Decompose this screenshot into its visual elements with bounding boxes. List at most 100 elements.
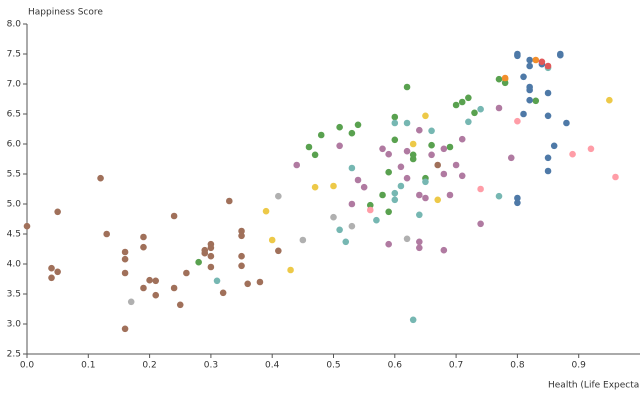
point [244, 280, 251, 288]
point [23, 222, 31, 230]
point [385, 240, 392, 248]
point [348, 129, 356, 137]
point [403, 83, 411, 91]
point [48, 264, 55, 272]
y-tick-label: 5.5 [7, 170, 21, 180]
point [606, 96, 613, 104]
point [458, 172, 466, 180]
point [563, 119, 570, 127]
point [446, 143, 454, 151]
point [183, 269, 190, 277]
point [268, 236, 276, 244]
point [446, 191, 454, 199]
y-tick-label: 4.5 [7, 230, 21, 240]
point [287, 266, 294, 274]
point [409, 151, 417, 159]
point [354, 176, 362, 184]
point [458, 98, 466, 106]
point [465, 94, 472, 102]
point [397, 163, 405, 171]
point [477, 105, 484, 113]
point [397, 182, 405, 190]
point [213, 277, 221, 285]
point [532, 97, 540, 105]
point [121, 248, 129, 256]
point [477, 220, 484, 228]
point [544, 112, 552, 120]
point [152, 277, 160, 285]
point [336, 226, 343, 234]
point [121, 269, 129, 277]
x-tick-label: 0.2 [142, 361, 156, 371]
point [416, 238, 423, 246]
point [48, 274, 55, 282]
x-tick-label: 0.9 [572, 361, 587, 371]
point [121, 255, 129, 263]
point [311, 151, 319, 159]
x-axis-title: Health (Life Expectancy [548, 381, 640, 391]
point [428, 127, 435, 135]
point [207, 240, 215, 248]
point [373, 216, 380, 224]
point [409, 140, 417, 148]
point [348, 200, 356, 208]
y-tick-label: 7.0 [7, 80, 22, 90]
point [391, 189, 399, 197]
point [238, 262, 245, 270]
point [311, 183, 319, 191]
point [140, 233, 147, 241]
point [170, 212, 178, 220]
point [336, 123, 343, 131]
y-axis-title: Happiness Score [28, 8, 103, 18]
point [495, 104, 503, 112]
point [317, 131, 325, 139]
point [299, 236, 307, 244]
point [416, 244, 423, 252]
point [366, 201, 374, 209]
point [127, 298, 135, 306]
point [465, 118, 472, 126]
point [532, 56, 540, 64]
point [514, 194, 521, 202]
x-tick-label: 0.4 [265, 361, 280, 371]
point [330, 182, 337, 190]
y-tick-label: 6.0 [7, 140, 22, 150]
point [275, 192, 282, 200]
point [170, 284, 178, 292]
point [440, 145, 448, 153]
point [428, 141, 435, 149]
point [121, 325, 129, 333]
point [385, 208, 392, 216]
point [391, 196, 399, 204]
point [54, 268, 61, 276]
point [207, 252, 215, 260]
point [550, 142, 558, 150]
point [452, 101, 460, 109]
y-tick-label: 6.5 [7, 110, 21, 120]
point [379, 145, 386, 153]
point [354, 121, 362, 129]
point [495, 192, 503, 200]
point [403, 119, 411, 127]
point [587, 145, 595, 153]
point [348, 222, 356, 230]
point [526, 62, 533, 70]
point [514, 199, 521, 207]
point [379, 191, 386, 199]
x-tick-label: 0.3 [204, 361, 218, 371]
y-tick-label: 2.5 [7, 350, 21, 360]
point [195, 258, 202, 266]
point [385, 168, 392, 176]
x-tick-label: 0.1 [81, 361, 95, 371]
y-tick-label: 5.0 [7, 200, 22, 210]
point [385, 150, 392, 158]
point [97, 174, 104, 182]
point [238, 227, 245, 235]
point [219, 289, 227, 297]
point [54, 208, 61, 216]
point [416, 126, 423, 134]
point [416, 211, 423, 219]
point [146, 276, 153, 284]
point [514, 117, 521, 125]
